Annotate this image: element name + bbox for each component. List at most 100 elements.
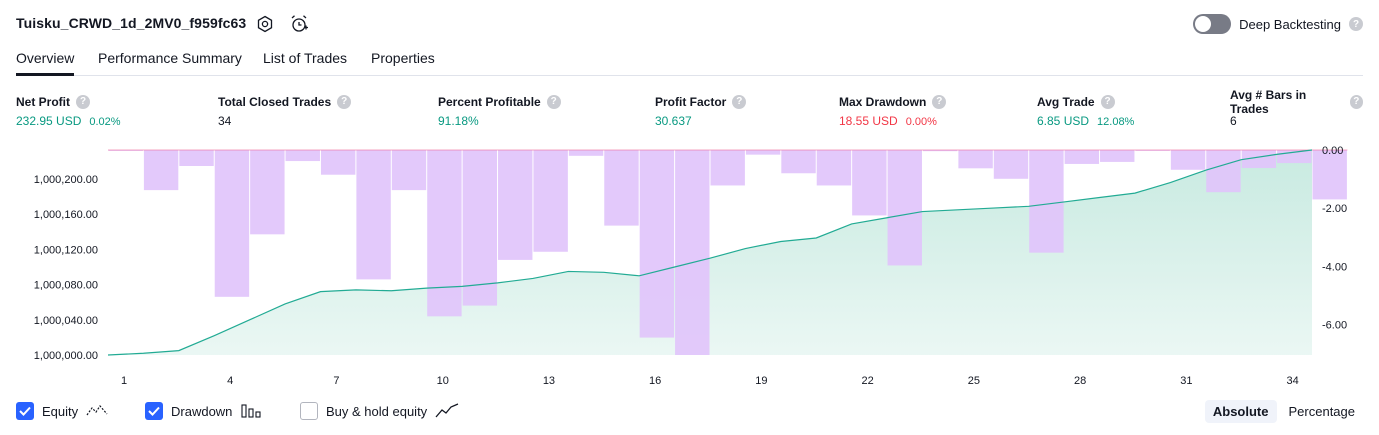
x-tick-label: 28 [1074,375,1086,387]
info-icon[interactable]: ? [1100,94,1115,109]
stat-avg-bars-in-trades: Avg # Bars in Trades? 6 [1230,88,1363,128]
equity-drawdown-chart[interactable]: 1,000,000.00 1,000,040.00 1,000,080.00 1,00… [0,138,1379,388]
stat-value: 232.95 USD [16,114,82,128]
stat-sub-value: 0.00% [905,116,937,128]
stat-max-drawdown: Max Drawdown? 18.55 USD 0.00% [839,94,947,128]
stats-row: Net Profit? 232.95 USD 0.02% Total Closed… [16,88,1363,130]
stat-label: Avg # Bars in Trades [1230,87,1307,116]
drawdown-bar [604,150,639,226]
stat-value: 6.85 USD [1037,114,1090,128]
legend-buy-hold[interactable]: Buy & hold equity [300,402,459,420]
drawdown-bar [391,150,427,191]
x-tick-label: 1 [121,375,127,387]
y-right-tick-label: -2.00 [1322,203,1347,215]
stat-label: Profit Factor [655,94,727,109]
drawdown-bar [887,150,922,266]
toggle-knob [1195,16,1212,32]
stat-value: 18.55 USD [839,114,898,128]
stat-net-profit: Net Profit? 232.95 USD 0.02% [16,94,121,128]
x-tick-label: 34 [1286,375,1298,387]
deep-backtesting-control: Deep Backtesting ? [1193,12,1363,36]
legend-drawdown-label: Drawdown [171,403,233,419]
drawdown-bar [533,150,568,252]
equity-overlay [108,150,1312,355]
stat-total-closed-trades: Total Closed Trades? 34 [218,94,352,128]
x-tick-label: 19 [755,375,767,387]
legend-equity[interactable]: Equity [16,402,108,420]
stat-value: 91.18% [438,114,479,128]
strategy-title: Tuisku_CRWD_1d_2MV0_f959fc63 [16,15,247,31]
legend-equity-label: Equity [42,403,79,419]
stat-label: Net Profit [16,94,70,109]
absolute-mode-button[interactable]: Absolute [1204,400,1277,423]
drawdown-bar [639,150,675,338]
y-left-tick-label: 1,000,120.00 [34,244,98,256]
drawdown-bar [568,150,604,156]
equity-line [107,149,1313,356]
drawdown-bar [745,150,781,155]
drawdown-bar [356,150,391,280]
equity-checkbox[interactable] [16,402,34,420]
stat-label: Avg Trade [1037,94,1095,109]
buy-hold-checkbox[interactable] [300,402,318,420]
drawdown-bars-icon [241,404,261,418]
y-left-tick-label: 1,000,080.00 [34,280,98,292]
stat-value: 6 [1230,114,1237,128]
drawdown-bar [1206,150,1241,193]
drawdown-bar [816,150,852,186]
drawdown-bar [462,150,498,306]
drawdown-bar [1312,150,1347,200]
drawdown-bar [993,150,1029,179]
x-tick-label: 13 [543,375,555,387]
drawdown-bar [427,150,462,317]
y-right-tick-label: -6.00 [1322,319,1347,331]
stat-label: Percent Profitable [438,94,541,109]
chart-legend: Equity Drawdown Buy & hold equity Absolu… [16,400,1363,423]
drawdown-checkbox[interactable] [145,402,163,420]
tab-properties[interactable]: Properties [371,50,435,66]
drawdown-bar [1100,150,1135,162]
drawdown-bar [179,150,214,166]
info-icon[interactable]: ? [1349,94,1363,109]
info-icon[interactable]: ? [337,94,352,109]
drawdown-bar [1029,150,1064,253]
help-icon[interactable]: ? [1349,17,1363,31]
percentage-mode-button[interactable]: Percentage [1288,404,1356,419]
x-tick-label: 22 [862,375,874,387]
y-left-tick-label: 1,000,040.00 [34,315,98,327]
drawdown-bar [675,150,710,355]
info-icon[interactable]: ? [732,94,747,109]
equity-area [108,150,1312,355]
legend-drawdown[interactable]: Drawdown [145,402,262,420]
legend-buy-hold-label: Buy & hold equity [326,403,428,419]
y-right-tick-label: -4.00 [1322,261,1347,273]
drawdown-bar [1241,150,1277,169]
stat-label: Total Closed Trades [218,94,332,109]
drawdown-bar [250,150,285,235]
info-icon[interactable]: ? [932,94,947,109]
settings-icon[interactable] [254,13,276,35]
drawdown-bar [1064,150,1100,164]
alarm-add-icon[interactable] [288,13,310,35]
stat-value: 34 [218,114,232,128]
drawdown-bar [922,150,958,152]
tab-performance-summary[interactable]: Performance Summary [98,50,242,66]
deep-backtesting-toggle[interactable] [1193,14,1232,34]
x-tick-label: 16 [649,375,661,387]
x-tick-label: 31 [1180,375,1192,387]
stat-label: Max Drawdown [839,94,927,109]
drawdown-bar [214,150,250,297]
drawdown-bar [852,150,887,216]
drawdown-bar [320,150,356,175]
stat-sub-value: 0.02% [89,116,121,128]
tab-overview[interactable]: Overview [16,50,75,76]
x-tick-label: 25 [968,375,980,387]
y-left-tick-label: 1,000,000.00 [34,350,98,362]
tab-bar: Overview Performance Summary List of Tra… [16,44,1363,76]
stat-percent-profitable: Percent Profitable? 91.18% [438,94,561,128]
tab-list-of-trades[interactable]: List of Trades [263,50,348,66]
info-icon[interactable]: ? [76,94,90,109]
info-icon[interactable]: ? [546,94,561,109]
y-left-tick-label: 1,000,200.00 [34,174,98,186]
drawdown-bar [1170,150,1206,170]
